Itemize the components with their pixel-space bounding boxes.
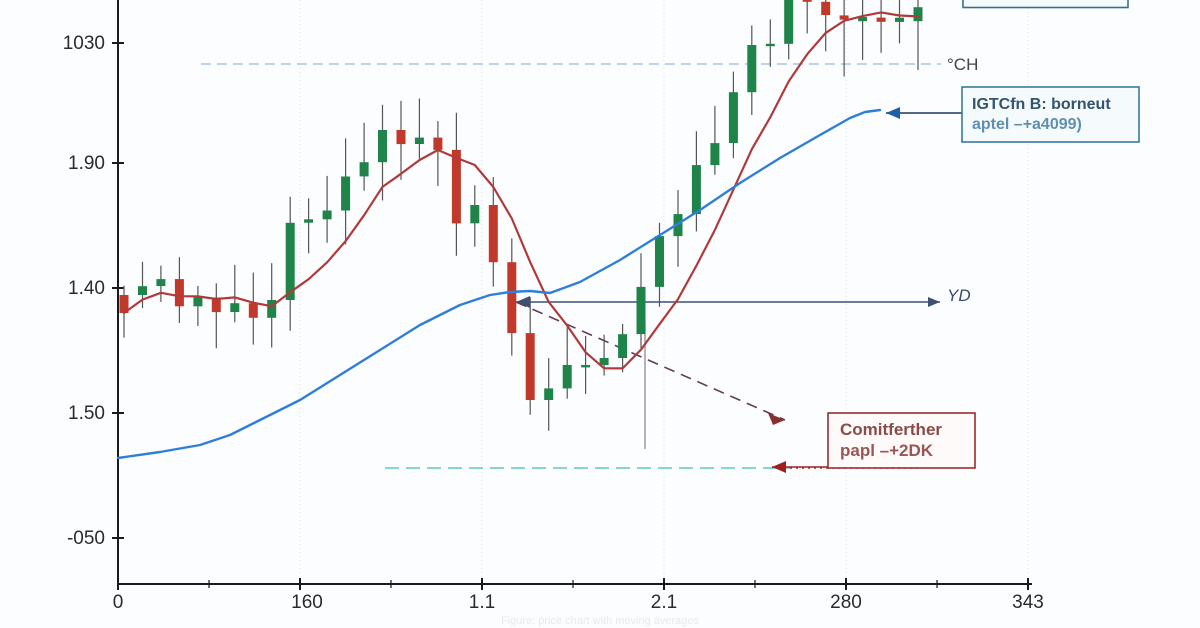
svg-text:1.50: 1.50 xyxy=(68,403,105,424)
svg-text:0: 0 xyxy=(113,592,124,613)
svg-text:°CH: °CH xyxy=(947,55,978,74)
svg-text:aptel –+a4099): aptel –+a4099) xyxy=(972,116,1082,133)
svg-text:Comitferther: Comitferther xyxy=(840,420,942,439)
svg-text:YD: YD xyxy=(947,286,971,305)
svg-text:1030: 1030 xyxy=(63,33,105,54)
svg-text:1.40: 1.40 xyxy=(68,278,105,299)
svg-text:1.90: 1.90 xyxy=(68,153,105,174)
svg-text:-050: -050 xyxy=(67,528,105,549)
svg-text:Figure: price chart with movin: Figure: price chart with moving averages xyxy=(501,615,700,627)
svg-text:2.1: 2.1 xyxy=(651,592,677,613)
svg-text:papl –+2DK: papl –+2DK xyxy=(840,441,934,460)
svg-text:IGTCfn B: borneut: IGTCfn B: borneut xyxy=(972,96,1111,113)
svg-text:160: 160 xyxy=(291,592,323,613)
svg-text:343: 343 xyxy=(1012,592,1044,613)
svg-text:1.1: 1.1 xyxy=(469,592,495,613)
svg-text:280: 280 xyxy=(830,592,862,613)
